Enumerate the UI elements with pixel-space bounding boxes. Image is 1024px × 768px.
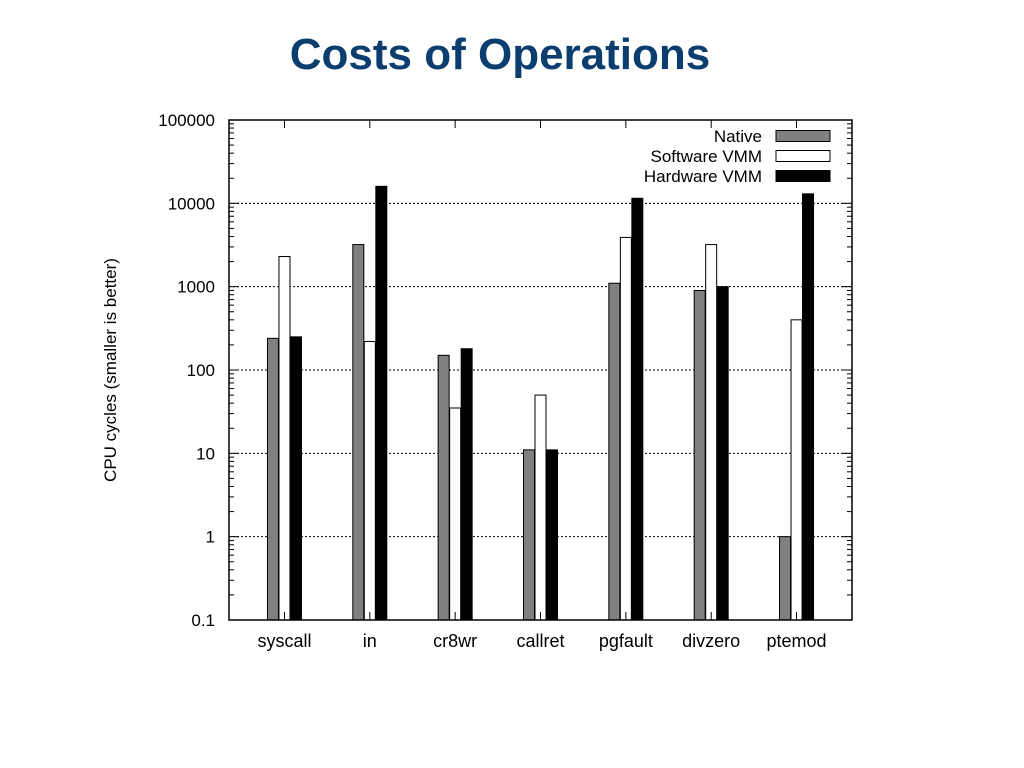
bar: [352, 244, 365, 621]
bar: [266, 337, 279, 621]
legend-label: Native: [714, 127, 762, 146]
x-category-label: pgfault: [599, 631, 653, 651]
legend-swatch: [775, 130, 831, 142]
bar: [693, 289, 706, 621]
y-tick-label: 100000: [158, 111, 215, 130]
plot-frame: [228, 119, 853, 621]
y-tick-label: 1: [206, 528, 215, 547]
y-tick-label: 100: [187, 361, 215, 380]
bar: [375, 185, 388, 621]
legend-label: Hardware VMM: [644, 167, 762, 186]
legend-swatch: [775, 170, 831, 182]
bar: [631, 197, 644, 621]
bar: [790, 319, 803, 621]
slide-title: Costs of Operations: [289, 30, 711, 79]
x-category-label: ptemod: [767, 631, 827, 651]
bar: [289, 336, 302, 621]
bar: [716, 286, 729, 621]
bar: [534, 394, 547, 621]
bar: [460, 348, 473, 621]
x-category-label: syscall: [257, 631, 311, 651]
bar: [705, 244, 718, 621]
x-category-label: callret: [516, 631, 564, 651]
bar: [363, 340, 376, 621]
x-category-label: cr8wr: [433, 631, 477, 651]
y-axis-title: CPU cycles (smaller is better): [101, 258, 120, 482]
bar: [523, 449, 535, 621]
legend-swatch: [775, 150, 831, 162]
bar: [802, 193, 815, 621]
y-tick-label: 10000: [168, 194, 215, 213]
bar: [608, 282, 621, 621]
bar: [278, 256, 291, 621]
x-category-label: divzero: [682, 631, 740, 651]
y-tick-label: 1000: [177, 278, 215, 297]
bar: [619, 236, 632, 621]
bar: [779, 536, 792, 621]
y-tick-label: 0.1: [191, 611, 215, 630]
y-tick-label: 10: [196, 444, 215, 463]
bar: [449, 407, 462, 621]
bar: [546, 449, 558, 621]
x-category-label: in: [363, 631, 377, 651]
legend-label: Software VMM: [651, 147, 762, 166]
bar: [437, 354, 450, 621]
